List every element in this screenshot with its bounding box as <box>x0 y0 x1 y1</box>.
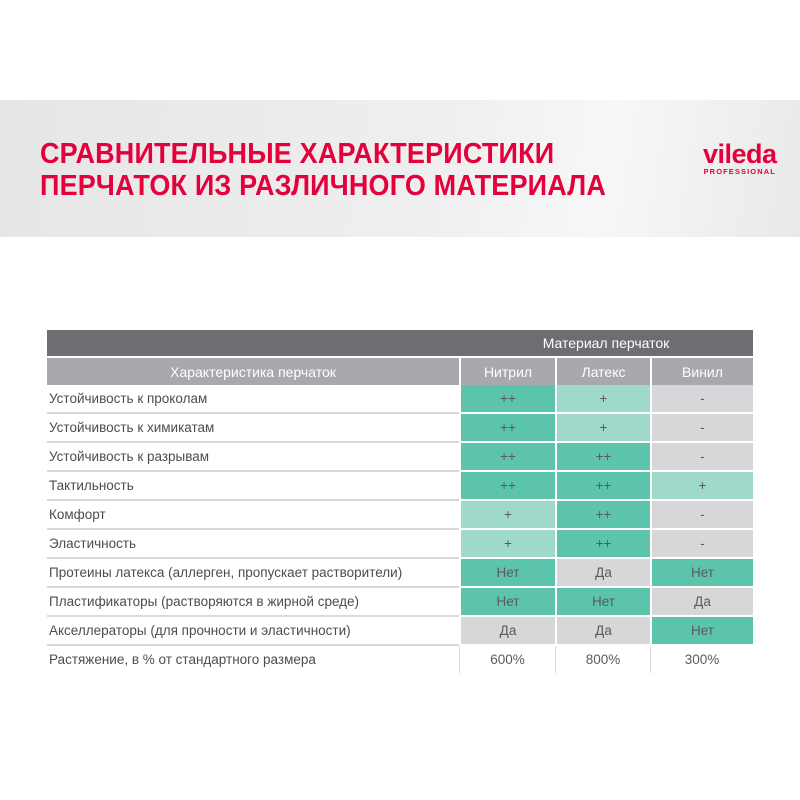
cell-nitrile: ++ <box>459 385 555 414</box>
table-row: Тактильность ++ ++ + <box>47 472 753 501</box>
title-line-2: ПЕРЧАТОК ИЗ РАЗЛИЧНОГО МАТЕРИАЛА <box>40 170 606 202</box>
table-row: Растяжение, в % от стандартного размера 6… <box>47 646 753 673</box>
col-header-characteristic: Характеристика перчаток <box>47 356 459 385</box>
cell-vinyl: + <box>650 472 753 501</box>
row-label: Устойчивость к химикатам <box>47 414 459 443</box>
cell-latex: Да <box>555 617 650 646</box>
cell-latex: 800% <box>555 646 650 673</box>
cell-latex: Да <box>555 559 650 588</box>
row-label: Растяжение, в % от стандартного размера <box>49 652 316 667</box>
table-row: Акселлераторы (для прочности и эластично… <box>47 617 753 646</box>
row-label: Эластичность <box>47 530 459 559</box>
col-header-vinyl: Винил <box>650 356 753 385</box>
cell-latex: Нет <box>555 588 650 617</box>
cell-vinyl: 300% <box>650 646 753 673</box>
cell-nitrile: + <box>459 530 555 559</box>
cell-latex: + <box>555 414 650 443</box>
col-header-nitrile: Нитрил <box>459 356 555 385</box>
logo-sub: PROFESSIONAL <box>703 167 776 176</box>
cell-latex: ++ <box>555 530 650 559</box>
cell-vinyl: Да <box>650 588 753 617</box>
cell-vinyl: - <box>650 501 753 530</box>
header-spacer <box>47 330 459 356</box>
cell-vinyl: - <box>650 385 753 414</box>
cell-vinyl: - <box>650 530 753 559</box>
row-label: Акселлераторы (для прочности и эластично… <box>47 617 459 646</box>
table-row: Протеины латекса (аллерген, пропускает р… <box>47 559 753 588</box>
page-title: СРАВНИТЕЛЬНЫЕ ХАРАКТЕРИСТИКИ ПЕРЧАТОК ИЗ… <box>40 138 606 202</box>
logo-brand: vileda <box>703 139 777 169</box>
cell-nitrile: + <box>459 501 555 530</box>
cell-nitrile: ++ <box>459 443 555 472</box>
table-row: Устойчивость к проколам ++ + - <box>47 385 753 414</box>
cell-nitrile: Нет <box>459 559 555 588</box>
cell-vinyl: - <box>650 443 753 472</box>
table-row: Комфорт + ++ - <box>47 501 753 530</box>
cell-latex: ++ <box>555 443 650 472</box>
cell-latex: ++ <box>555 472 650 501</box>
cell-nitrile: Нет <box>459 588 555 617</box>
row-label: Устойчивость к разрывам <box>47 443 459 472</box>
table-row: Эластичность + ++ - <box>47 530 753 559</box>
vileda-logo: vileda PROFESSIONAL <box>703 139 777 177</box>
title-line-1: СРАВНИТЕЛЬНЫЕ ХАРАКТЕРИСТИКИ <box>40 138 555 170</box>
row-label: Протеины латекса (аллерген, пропускает р… <box>47 559 459 588</box>
cell-nitrile: ++ <box>459 414 555 443</box>
table-row: Пластификаторы (растворяются в жирной ср… <box>47 588 753 617</box>
cell-vinyl: Нет <box>650 617 753 646</box>
cell-latex: ++ <box>555 501 650 530</box>
row-label: Тактильность <box>47 472 459 501</box>
cell-vinyl: - <box>650 414 753 443</box>
cell-nitrile: 600% <box>459 646 555 673</box>
cell-vinyl: Нет <box>650 559 753 588</box>
row-label: Комфорт <box>47 501 459 530</box>
table-row: Устойчивость к химикатам ++ + - <box>47 414 753 443</box>
group-header: Материал перчаток <box>459 330 753 356</box>
cell-latex: + <box>555 385 650 414</box>
comparison-table: Материал перчаток Характеристика перчато… <box>47 330 753 673</box>
header-band <box>0 100 800 237</box>
cell-nitrile: ++ <box>459 472 555 501</box>
cell-nitrile: Да <box>459 617 555 646</box>
table-row: Устойчивость к разрывам ++ ++ - <box>47 443 753 472</box>
col-header-latex: Латекс <box>555 356 650 385</box>
row-label: Устойчивость к проколам <box>47 385 459 414</box>
row-label: Пластификаторы (растворяются в жирной ср… <box>47 588 459 617</box>
